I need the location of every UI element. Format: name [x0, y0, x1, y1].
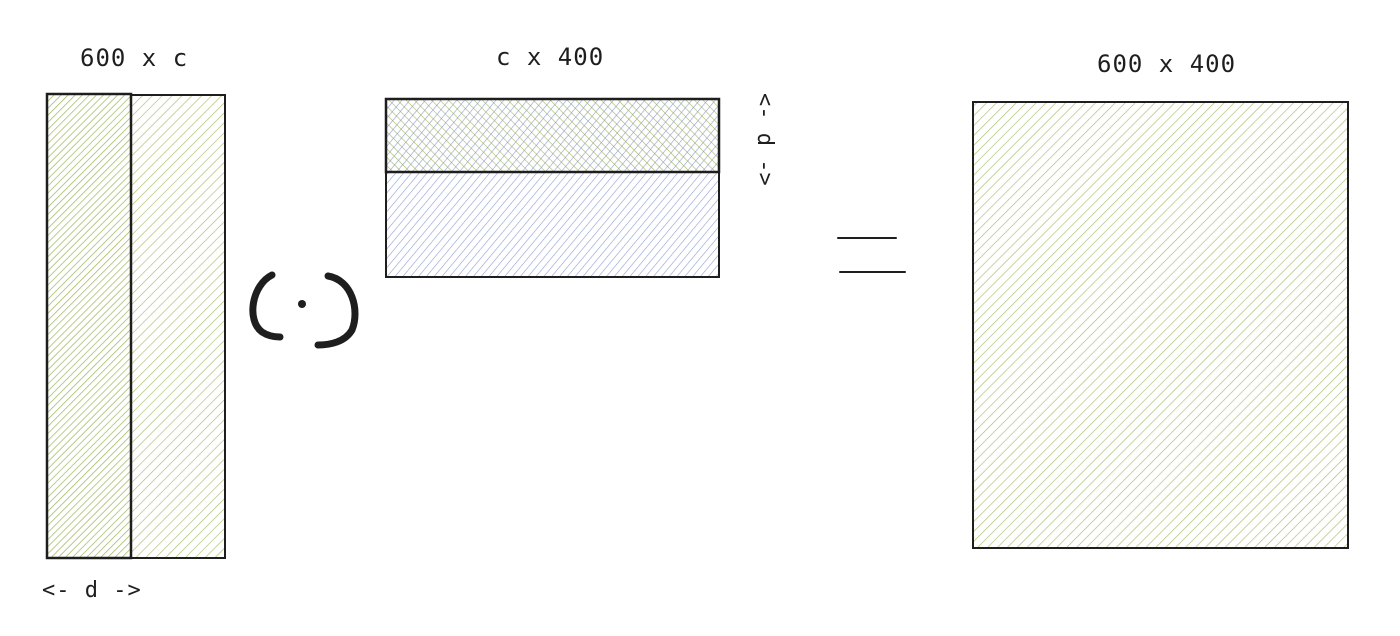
matrix-a	[45, 92, 226, 560]
matrix-b-d-slice	[384, 97, 721, 174]
matrix-b	[384, 97, 721, 278]
matrix-b-lower-region	[385, 171, 720, 278]
equals-sign	[837, 237, 906, 273]
matrix-a-d-slice	[45, 92, 133, 560]
operator-right-paren	[314, 272, 359, 349]
matrix-a-right-region	[130, 94, 226, 559]
operator-dot	[298, 300, 306, 308]
matrix-a-d-label: <- d ->	[42, 578, 142, 603]
dot-product-operator	[249, 271, 359, 349]
matrix-a-dimension-label: 600 x c	[80, 44, 189, 72]
operator-left-paren	[249, 271, 284, 341]
matrix-c-dimension-label: 600 x 400	[1097, 50, 1237, 78]
matrix-b-d-label: <- d ->	[752, 93, 777, 186]
matrix-c	[972, 101, 1349, 549]
matrix-b-dimension-label: c x 400	[496, 43, 605, 71]
